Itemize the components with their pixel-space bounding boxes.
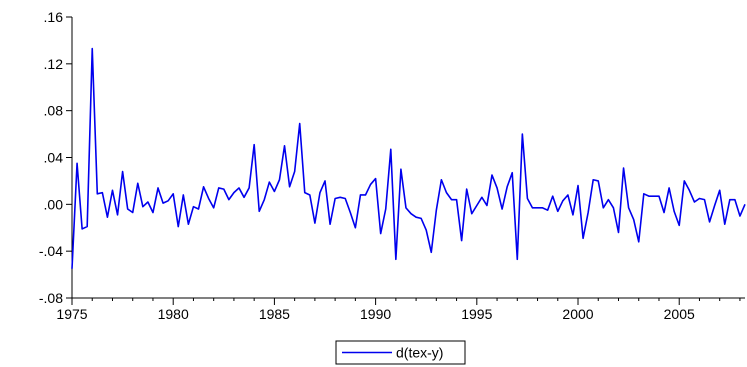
- y-tick-label: .00: [44, 196, 64, 212]
- y-tick-label: .16: [44, 9, 64, 25]
- x-tick-label: 2005: [664, 306, 695, 322]
- legend-label-d-tex-y: d(tex-y): [396, 345, 443, 361]
- x-tick-label: 1980: [158, 306, 189, 322]
- y-tick-label: -.04: [39, 243, 63, 259]
- y-tick-label: .12: [44, 56, 64, 72]
- y-tick-label: -.08: [39, 290, 63, 306]
- x-tick-label: 1990: [360, 306, 391, 322]
- y-tick-label: .04: [44, 150, 64, 166]
- y-axis: -.08 -.04 .00 .04 .08 .12 .16: [39, 9, 73, 306]
- x-tick-label: 2000: [562, 306, 593, 322]
- y-tick-label: .08: [44, 103, 64, 119]
- legend-box: [335, 340, 466, 365]
- x-tick-label: 1975: [56, 306, 87, 322]
- x-tick-label: 1995: [461, 306, 492, 322]
- series-line-d-tex-y: [71, 47, 746, 269]
- x-axis: 1975 1980 1985 1990 1995 2000 2005: [56, 297, 745, 322]
- x-tick-label: 1985: [259, 306, 290, 322]
- legend: d(tex-y): [335, 340, 466, 365]
- series-group: [71, 47, 746, 269]
